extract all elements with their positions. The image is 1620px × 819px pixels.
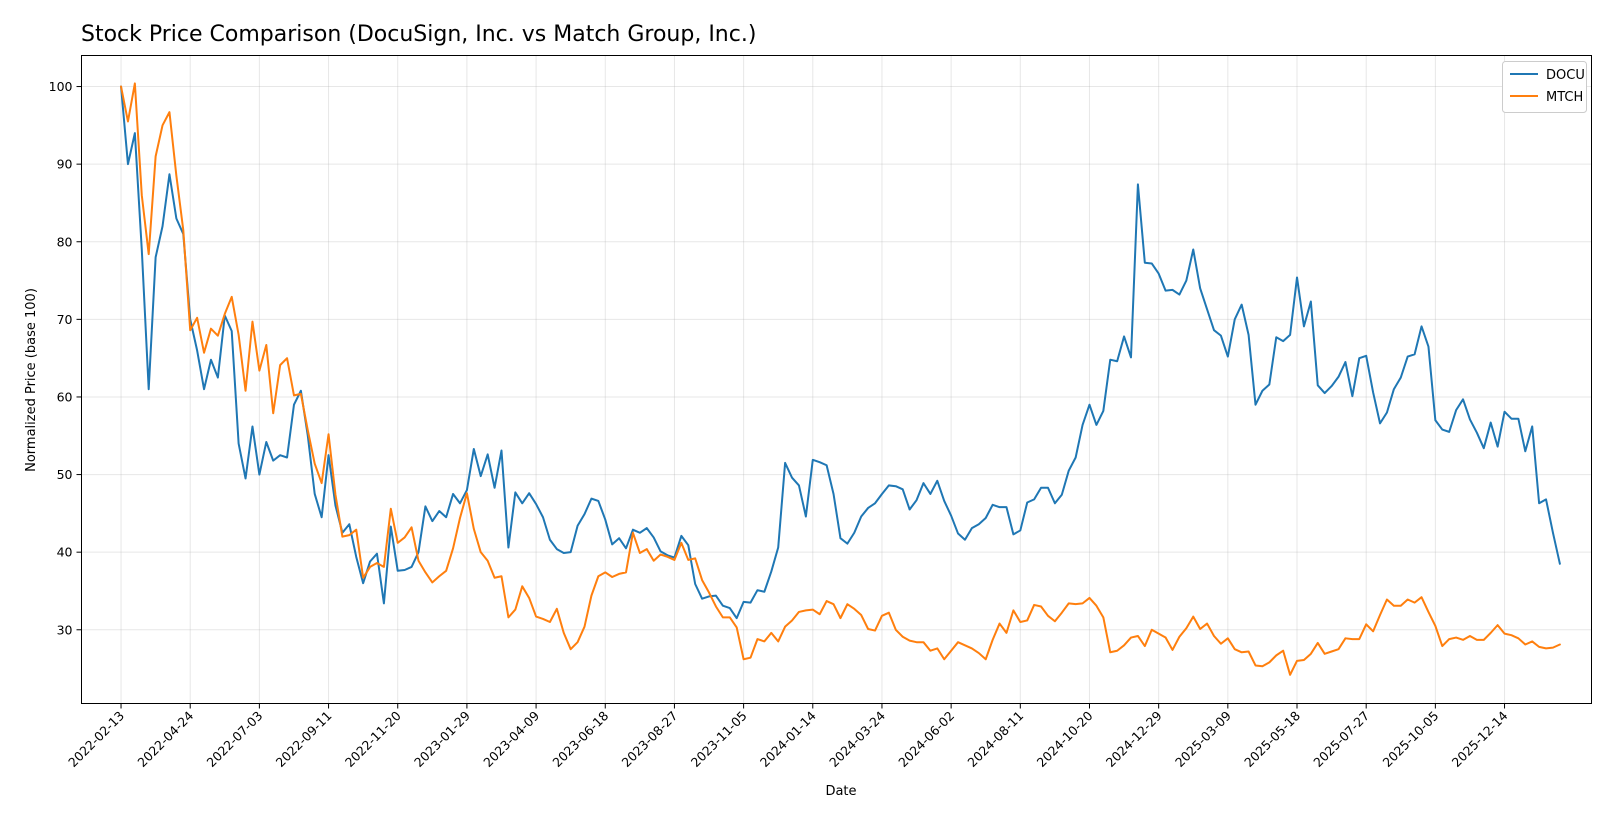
plot-frame — [81, 55, 1592, 704]
x-tick-label: 2022-07-03 — [204, 708, 266, 770]
y-tick-label: 100 — [49, 79, 73, 94]
x-tick-label: 2023-11-05 — [688, 708, 750, 770]
x-tick-label: 2025-03-09 — [1172, 708, 1234, 770]
x-tick-label: 2023-01-29 — [411, 708, 473, 770]
x-tick-label: 2024-08-11 — [964, 708, 1026, 770]
chart-title: Stock Price Comparison (DocuSign, Inc. v… — [81, 22, 756, 47]
x-axis-label: Date — [825, 784, 856, 799]
x-tick-label: 2022-11-20 — [342, 708, 404, 770]
x-tick-label: 2024-03-24 — [826, 708, 888, 770]
x-tick-label: 2022-02-13 — [65, 708, 127, 770]
x-tick-label: 2025-12-14 — [1449, 708, 1511, 770]
y-tick-label: 90 — [57, 157, 73, 172]
x-axis-ticks: 2022-02-13 2022-04-24 2022-07-03 2022-09-11… — [65, 703, 1511, 770]
x-tick-label: 2023-06-18 — [549, 708, 611, 770]
y-tick-label: 60 — [57, 389, 73, 404]
y-tick-label: 50 — [57, 467, 73, 482]
legend-label-docu: DOCU — [1546, 68, 1585, 83]
legend: DOCU MTCH — [1502, 61, 1587, 113]
x-tick-label: 2023-04-09 — [480, 708, 542, 770]
y-axis-label: Normalized Price (base 100) — [24, 288, 39, 472]
x-tick-label: 2025-07-27 — [1310, 708, 1372, 770]
y-tick-label: 80 — [57, 234, 73, 249]
series-line-docu — [120, 85, 1561, 620]
x-tick-label: 2024-01-14 — [757, 708, 819, 770]
x-tick-label: 2022-04-24 — [134, 708, 196, 770]
x-tick-label: 2024-10-20 — [1034, 708, 1096, 770]
x-tick-label: 2024-06-02 — [895, 708, 957, 770]
x-tick-label: 2022-09-11 — [273, 708, 335, 770]
series-line-mtch — [120, 82, 1561, 676]
y-axis-ticks: 30 40 50 60 70 80 90 100 — [49, 79, 82, 637]
y-tick-label: 70 — [57, 312, 73, 327]
y-tick-label: 30 — [57, 622, 73, 637]
series-lines — [120, 82, 1561, 676]
legend-label-mtch: MTCH — [1546, 90, 1583, 105]
x-tick-label: 2023-08-27 — [619, 708, 681, 770]
x-tick-label: 2024-12-29 — [1103, 708, 1165, 770]
x-tick-label: 2025-05-18 — [1241, 708, 1303, 770]
x-tick-label: 2025-10-05 — [1380, 708, 1442, 770]
grid — [81, 55, 1592, 704]
y-tick-label: 40 — [57, 545, 73, 560]
